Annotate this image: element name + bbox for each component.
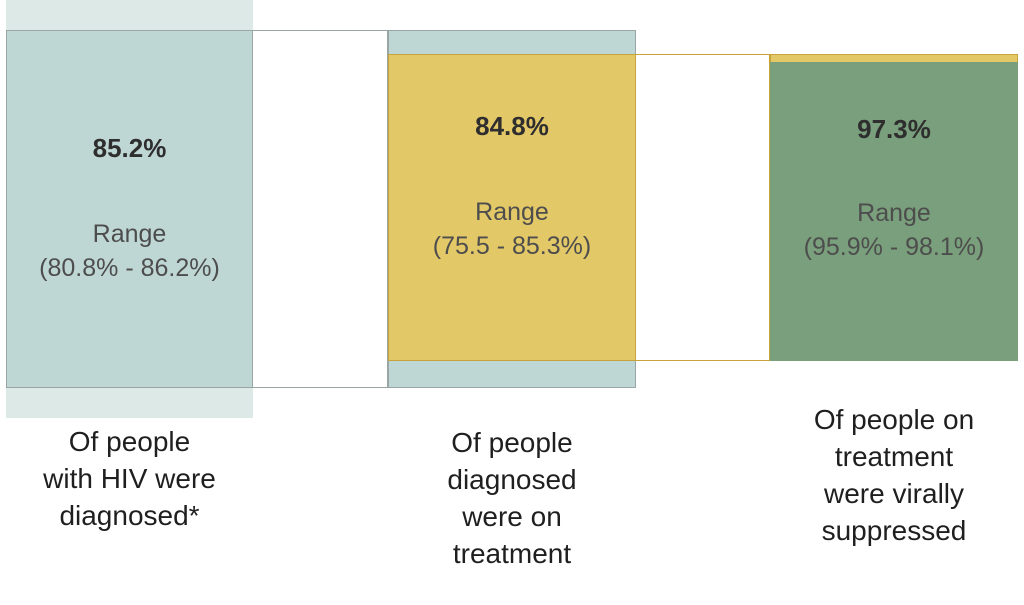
treatment-caption-line: diagnosed [447,464,577,495]
connector-treatment-to-suppressed [636,54,770,361]
treatment-caption-line: Of people [451,427,573,458]
treatment-caption-line: were on [462,501,562,532]
treatment-caption-line: treatment [452,538,572,569]
treatment-range-label: Range [475,198,549,226]
suppressed-box: 97.3% Range (95.9% - 98.1%) [770,62,1018,361]
diagnosed-caption-line: with HIV were [43,463,216,494]
treatment-percent: 84.8% [475,111,549,141]
suppressed-caption-line: Of people on [813,404,975,435]
diagnosed-caption-line: Of people [68,426,191,457]
diagnosed-box: 85.2% Range (80.8% - 86.2%) [6,30,253,388]
suppressed-range: Range (95.9% - 98.1%) [770,196,1018,264]
diagnosed-range-label: Range [92,220,167,248]
suppressed-caption-line: suppressed [821,515,967,546]
suppressed-percent: 97.3% [857,114,931,144]
suppressed-range-value: (95.9% - 98.1%) [803,233,985,261]
diagnosed-range: Range (80.8% - 86.2%) [7,217,252,285]
diagnosed-range-value: (80.8% - 86.2%) [39,254,220,282]
suppressed-caption-line: were virally [823,478,965,509]
treatment-range: Range (75.5 - 85.3%) [389,195,635,263]
diagnosed-caption-line: diagnosed* [59,500,200,531]
treatment-caption: Of people diagnosed were on treatment [388,424,636,572]
diagnosed-caption: Of people with HIV were diagnosed* [6,423,253,534]
suppressed-caption: Of people on treatment were virally supp… [770,401,1018,549]
diagnosed-percent: 85.2% [92,133,167,163]
treatment-box: 84.8% Range (75.5 - 85.3%) [388,54,636,361]
connector-diagnosed-to-treatment [253,30,388,388]
suppressed-range-label: Range [857,199,931,227]
treatment-range-value: (75.5 - 85.3%) [432,232,592,260]
suppressed-caption-line: treatment [834,441,954,472]
